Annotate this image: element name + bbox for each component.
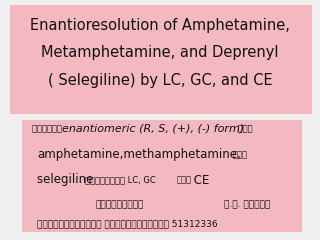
Text: น.ส. อรทัย: น.ส. อรทัย bbox=[224, 200, 270, 209]
Text: ( Selegiline) by LC, GC, and CE: ( Selegiline) by LC, GC, and CE bbox=[48, 73, 272, 88]
Text: selegiline: selegiline bbox=[37, 174, 97, 186]
FancyBboxPatch shape bbox=[22, 120, 302, 232]
Text: enantiomeric (R, S, (+), (-) form): enantiomeric (R, S, (+), (-) form) bbox=[62, 123, 245, 133]
Text: Enantioresolution of Amphetamine,: Enantioresolution of Amphetamine, bbox=[30, 18, 290, 33]
FancyBboxPatch shape bbox=[10, 5, 312, 114]
Text: CE: CE bbox=[190, 174, 210, 186]
Text: amphetamine,methamphetamine,: amphetamine,methamphetamine, bbox=[37, 148, 241, 161]
Text: ด้วยวิธี LC, GC: ด้วยวิธี LC, GC bbox=[85, 175, 158, 185]
Text: และ: และ bbox=[177, 175, 192, 185]
Text: Metamphetamine, and Deprenyl: Metamphetamine, and Deprenyl bbox=[41, 45, 279, 60]
Text: ของ: ของ bbox=[235, 124, 253, 133]
Text: การแยก: การแยก bbox=[32, 124, 65, 133]
Text: กฤษณาภูวัฒน์ รหัสนักศึกษา 51312336: กฤษณาภูวัฒน์ รหัสนักศึกษา 51312336 bbox=[37, 219, 217, 228]
Text: นำเสนอโดย: นำเสนอโดย bbox=[96, 200, 144, 209]
Text: และ: และ bbox=[233, 150, 248, 159]
